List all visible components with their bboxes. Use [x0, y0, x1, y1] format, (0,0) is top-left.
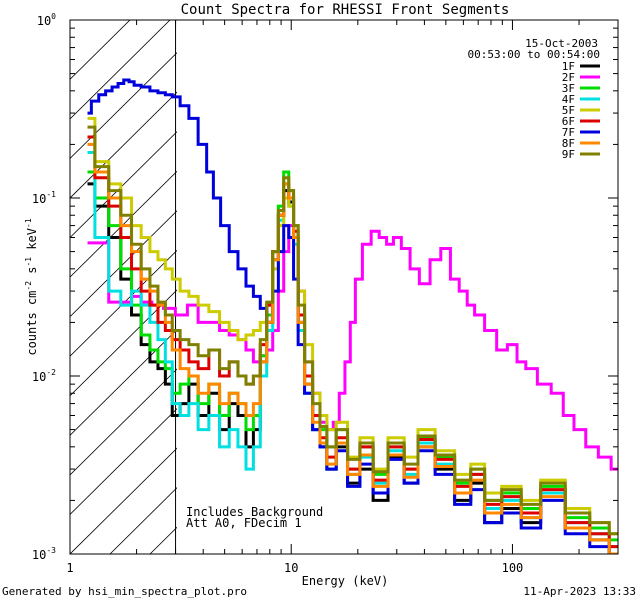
series-9F	[87, 125, 618, 536]
y-axis-label: counts cm-2 s-1 keV-1	[24, 218, 39, 355]
legend-label-9F: 9F	[562, 148, 575, 161]
hatch-line	[70, 447, 177, 554]
legend-label-5F: 5F	[562, 104, 575, 117]
x-tick-label: 1	[66, 561, 73, 575]
hatch-line	[70, 20, 171, 120]
plot-frame	[69, 19, 619, 555]
date-label: 15-Oct-2003	[525, 37, 598, 50]
x-tick-label: 10	[284, 561, 298, 575]
legend-label-8F: 8F	[562, 137, 575, 150]
axis-ticks	[69, 19, 619, 555]
time-range-label: 00:53:00 to 00:54:00	[468, 48, 600, 61]
legend-label-3F: 3F	[562, 82, 575, 95]
hatch-line	[70, 210, 177, 318]
hatch-line	[70, 91, 177, 199]
hatch-line	[70, 408, 177, 516]
series-layer	[87, 78, 618, 554]
legend-label-1F: 1F	[562, 60, 575, 73]
chart-title: Count Spectra for RHESSI Front Segments	[181, 2, 510, 18]
legend-label-7F: 7F	[562, 126, 575, 139]
legend-label-4F: 4F	[562, 93, 575, 106]
x-tick-label: 100	[502, 561, 524, 575]
plot-background	[70, 20, 618, 554]
footer-timestamp: 11-Apr-2023 13:33	[523, 585, 636, 598]
y-tick-label: 10-1	[32, 190, 56, 206]
y-tick-label: 100	[37, 12, 56, 28]
x-tick-labels: 1 10 100	[66, 561, 523, 575]
footer-generated-by: Generated by hsi_min_spectra_plot.pro	[2, 585, 247, 598]
hatch-line	[70, 52, 177, 160]
y-tick-label: 10-2	[32, 368, 56, 384]
annotation-line-2: Att A0, FDecim 1	[186, 516, 302, 530]
y-tick-label: 10-3	[32, 546, 56, 562]
y-tick-labels: 10-3 10-2 10-1 100	[32, 12, 56, 562]
annotation-line-1: Includes Background	[186, 505, 323, 519]
legend-label-2F: 2F	[562, 71, 575, 84]
series-2F	[87, 224, 618, 471]
hatch-line	[70, 368, 177, 476]
legend-label-6F: 6F	[562, 115, 575, 128]
x-axis-label: Energy (keV)	[302, 574, 389, 588]
